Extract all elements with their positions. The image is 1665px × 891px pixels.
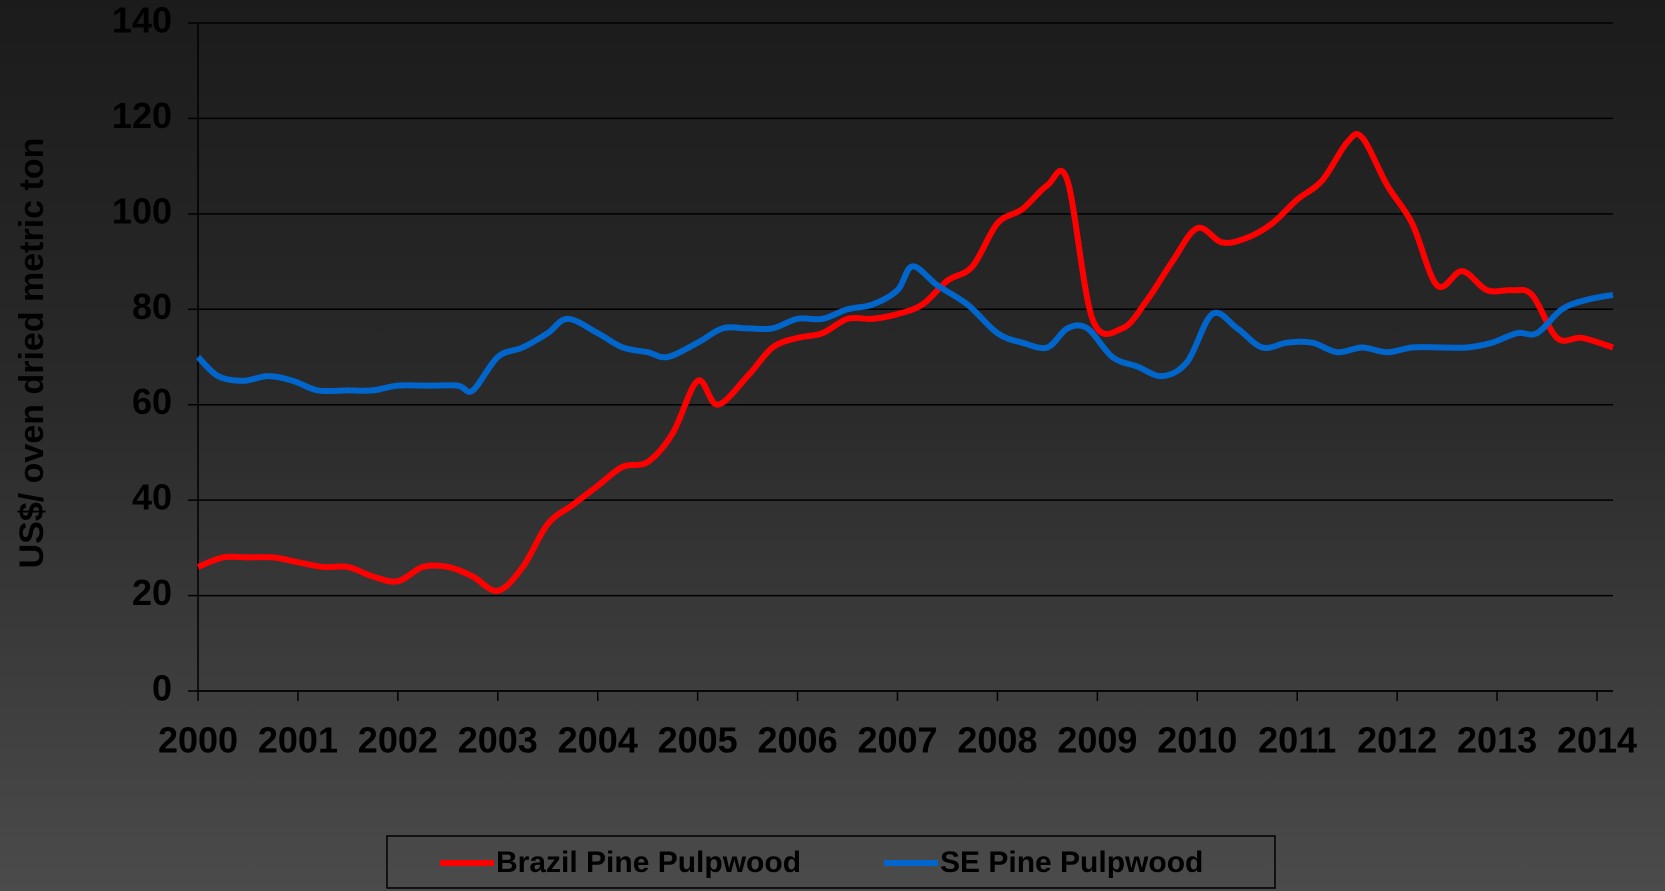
y-tick-label: 60 xyxy=(132,381,172,422)
y-axis-label: US$/ oven dried metric ton xyxy=(13,138,51,569)
y-tick-label: 140 xyxy=(112,0,172,41)
x-tick-label: 2009 xyxy=(1057,720,1137,761)
x-tick-label: 2001 xyxy=(258,720,338,761)
x-tick-label: 2013 xyxy=(1457,720,1537,761)
y-tick-label: 40 xyxy=(132,477,172,518)
x-tick-label: 2002 xyxy=(358,720,438,761)
x-tick-label: 2003 xyxy=(458,720,538,761)
x-tick-label: 2004 xyxy=(558,720,638,761)
legend-label: SE Pine Pulpwood xyxy=(940,846,1203,879)
x-tick-label: 2014 xyxy=(1557,720,1637,761)
legend-label: Brazil Pine Pulpwood xyxy=(496,846,801,879)
series-line xyxy=(196,131,1614,594)
x-tick-label: 2000 xyxy=(158,720,238,761)
x-tick-label: 2011 xyxy=(1258,720,1336,761)
series-line xyxy=(195,263,1614,395)
x-tick-label: 2010 xyxy=(1157,720,1237,761)
x-tick-label: 2007 xyxy=(857,720,937,761)
y-tick-label: 100 xyxy=(112,190,172,231)
y-tick-label: 0 xyxy=(152,668,172,709)
x-tick-label: 2006 xyxy=(758,720,838,761)
y-tick-label: 20 xyxy=(132,572,172,613)
x-tick-label: 2005 xyxy=(658,720,738,761)
x-tick-label: 2012 xyxy=(1357,720,1437,761)
x-tick-label: 2008 xyxy=(957,720,1037,761)
y-tick-label: 80 xyxy=(132,286,172,327)
y-tick-label: 120 xyxy=(112,95,172,136)
legend-box xyxy=(386,835,1276,889)
